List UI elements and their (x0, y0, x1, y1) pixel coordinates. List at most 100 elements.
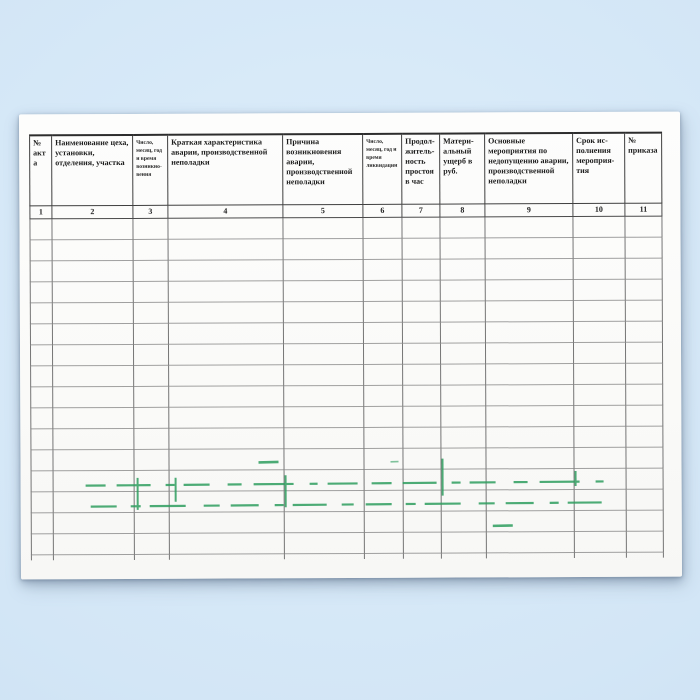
empty-cell (486, 552, 575, 559)
empty-cell (573, 236, 626, 259)
empty-cell (283, 405, 364, 428)
empty-cell (363, 405, 403, 427)
empty-cell (167, 217, 284, 239)
empty-cell (284, 510, 365, 533)
empty-cell (133, 280, 169, 302)
column-number: 1 (29, 205, 52, 219)
empty-cell (284, 489, 365, 512)
empty-cell (364, 510, 404, 532)
empty-cell (133, 385, 169, 407)
column-number: 2 (51, 204, 133, 219)
column-number: 6 (362, 203, 402, 217)
empty-cell (485, 300, 574, 322)
empty-cell (363, 258, 403, 280)
empty-cell (484, 216, 574, 238)
empty-cell (573, 299, 626, 322)
empty-cell (403, 552, 442, 559)
empty-cell (625, 278, 663, 300)
empty-cell (53, 553, 135, 561)
column-header-preventive-measures: Основные мероприятия по недопущению авар… (484, 133, 573, 204)
empty-cell (31, 491, 54, 513)
empty-cell (625, 257, 663, 279)
empty-cell (364, 489, 404, 511)
empty-cell (402, 237, 441, 259)
empty-cell (283, 279, 364, 302)
empty-cell (486, 468, 575, 490)
empty-cell (625, 320, 663, 342)
empty-cell (53, 469, 135, 492)
table-header: № акта Наименование цеха, установки, отд… (29, 132, 662, 219)
empty-cell (31, 512, 54, 534)
column-header-act-number: № акта (29, 135, 52, 206)
empty-cell (402, 426, 441, 448)
empty-cell (625, 299, 663, 321)
table-row (30, 320, 663, 345)
empty-cell (573, 425, 626, 448)
empty-rows (29, 215, 664, 561)
empty-cell (486, 510, 575, 532)
paper-sheet: № акта Наименование цеха, установки, отд… (18, 111, 683, 580)
empty-cell (441, 531, 487, 553)
empty-cell (363, 321, 403, 343)
empty-cell (402, 300, 441, 322)
header-row: № акта Наименование цеха, установки, отд… (29, 132, 662, 206)
empty-cell (30, 260, 53, 282)
empty-cell (439, 216, 486, 238)
empty-cell (625, 425, 663, 447)
empty-cell (168, 427, 284, 449)
empty-cell (30, 344, 53, 366)
empty-cell (134, 469, 170, 491)
empty-cell (403, 468, 442, 490)
empty-cell (625, 446, 664, 468)
empty-cell (31, 533, 54, 555)
empty-cell (403, 489, 442, 511)
empty-cell (168, 364, 284, 386)
empty-cell (52, 238, 134, 261)
empty-cell (283, 237, 364, 260)
empty-cell (31, 554, 54, 561)
empty-cell (402, 405, 441, 427)
empty-cell (403, 510, 442, 532)
empty-cell (30, 365, 53, 387)
empty-cell (402, 321, 441, 343)
empty-cell (284, 552, 365, 560)
column-number: 10 (572, 202, 625, 217)
empty-cell (626, 530, 664, 552)
empty-cell (486, 489, 575, 511)
empty-cell (402, 279, 441, 301)
empty-cell (134, 490, 170, 512)
empty-cell (30, 428, 53, 450)
empty-cell (626, 551, 664, 558)
empty-cell (283, 447, 365, 470)
empty-cell (485, 258, 574, 280)
empty-cell (440, 279, 486, 301)
empty-cell (485, 363, 574, 385)
table-row (30, 383, 663, 408)
column-number: 11 (624, 202, 662, 216)
column-number: 5 (282, 203, 363, 218)
empty-cell (283, 300, 364, 323)
empty-cell (30, 386, 53, 408)
empty-cell (440, 363, 486, 385)
empty-cell (53, 490, 135, 513)
empty-cell (441, 468, 487, 490)
empty-cell (363, 426, 403, 448)
table-row (30, 341, 663, 366)
empty-cell (134, 553, 170, 560)
empty-cell (402, 258, 441, 280)
empty-cell (132, 217, 169, 239)
empty-cell (440, 447, 487, 469)
empty-cell (625, 362, 663, 384)
empty-cell (133, 301, 169, 323)
empty-cell (134, 511, 170, 533)
table-row (30, 257, 663, 282)
empty-cell (282, 216, 364, 239)
empty-cell (485, 342, 574, 364)
empty-cell (574, 488, 627, 511)
empty-cell (625, 236, 663, 258)
empty-cell (440, 300, 486, 322)
table-row (30, 362, 663, 387)
empty-cell (283, 342, 364, 365)
empty-cell (52, 301, 134, 324)
